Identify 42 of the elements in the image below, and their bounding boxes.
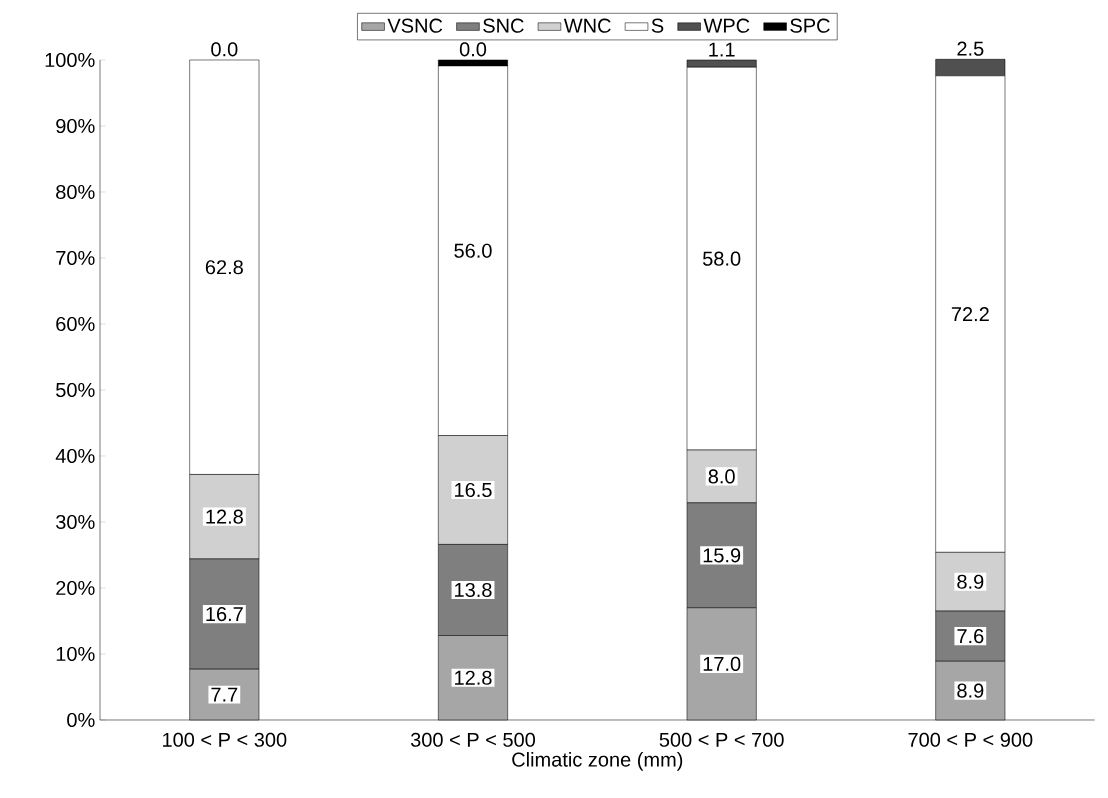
data-label: 7.7 <box>211 687 238 702</box>
legend-label: WPC <box>703 18 750 33</box>
data-label: 13.8 <box>455 582 492 598</box>
x-tick-label: 300 < P < 500 <box>410 732 536 747</box>
legend-label: VSNC <box>387 18 443 33</box>
data-label: 72.2 <box>951 307 989 322</box>
data-label: 7.6 <box>957 629 984 644</box>
legend-label: S <box>651 18 664 33</box>
data-label: 16.7 <box>206 606 243 622</box>
data-label: 8.0 <box>708 469 735 484</box>
data-label: 0.0 <box>459 42 487 57</box>
y-tick-label: 80% <box>56 184 95 200</box>
data-label: 8.9 <box>957 574 984 589</box>
data-label: 58.0 <box>703 251 741 266</box>
x-tick-label: 100 < P < 300 <box>163 732 287 747</box>
data-label: 17.0 <box>703 656 741 671</box>
y-tick-label: 40% <box>55 448 95 464</box>
y-tick-label: 100% <box>45 52 95 68</box>
data-label: 12.8 <box>206 509 243 524</box>
y-tick-label: 50% <box>56 382 95 398</box>
y-tick-label: 70% <box>56 250 95 266</box>
data-label: 8.9 <box>957 683 984 698</box>
y-tick-label: 90% <box>56 118 95 134</box>
data-label: 1.1 <box>709 42 735 57</box>
legend-label: SNC <box>483 18 524 33</box>
data-label: 56.0 <box>454 243 492 258</box>
data-label: 12.8 <box>455 670 492 685</box>
data-label: 15.9 <box>703 548 741 563</box>
legend-label: SPC <box>790 18 830 33</box>
data-label: 2.5 <box>957 41 984 56</box>
y-tick-label: 0% <box>67 712 95 728</box>
legend-label: WNC <box>563 18 611 33</box>
x-axis-title: Climatic zone (mm) <box>512 752 683 771</box>
y-tick-label: 20% <box>56 580 95 596</box>
data-label: 0.0 <box>211 42 238 57</box>
y-tick-label: 10% <box>56 646 95 662</box>
y-tick-label: 30% <box>56 514 95 530</box>
data-label: 16.5 <box>455 482 492 498</box>
x-tick-label: 500 < P < 700 <box>659 732 784 747</box>
data-label: 62.8 <box>205 260 243 275</box>
x-tick-label: 700 < P < 900 <box>908 732 1033 747</box>
y-tick-label: 60% <box>56 316 95 332</box>
